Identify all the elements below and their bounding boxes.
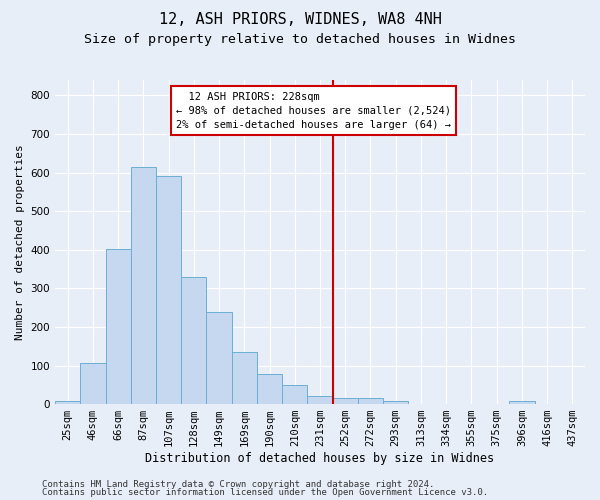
Text: 12, ASH PRIORS, WIDNES, WA8 4NH: 12, ASH PRIORS, WIDNES, WA8 4NH bbox=[158, 12, 442, 28]
Text: Contains HM Land Registry data © Crown copyright and database right 2024.: Contains HM Land Registry data © Crown c… bbox=[42, 480, 434, 489]
Bar bbox=[232, 352, 257, 404]
Bar bbox=[383, 401, 409, 404]
Bar bbox=[131, 167, 156, 404]
Bar bbox=[55, 401, 80, 404]
Text: Size of property relative to detached houses in Widnes: Size of property relative to detached ho… bbox=[84, 32, 516, 46]
Bar bbox=[106, 248, 131, 404]
Y-axis label: Number of detached properties: Number of detached properties bbox=[15, 144, 25, 340]
Bar bbox=[257, 374, 282, 404]
Bar bbox=[358, 398, 383, 404]
Bar bbox=[509, 401, 535, 404]
Text: 12 ASH PRIORS: 228sqm
← 98% of detached houses are smaller (2,524)
2% of semi-de: 12 ASH PRIORS: 228sqm ← 98% of detached … bbox=[176, 92, 451, 130]
Bar bbox=[181, 277, 206, 404]
Bar bbox=[282, 385, 307, 404]
X-axis label: Distribution of detached houses by size in Widnes: Distribution of detached houses by size … bbox=[145, 452, 494, 465]
Text: Contains public sector information licensed under the Open Government Licence v3: Contains public sector information licen… bbox=[42, 488, 488, 497]
Bar bbox=[332, 398, 358, 404]
Bar bbox=[307, 396, 332, 404]
Bar bbox=[80, 363, 106, 404]
Bar bbox=[206, 312, 232, 404]
Bar bbox=[156, 176, 181, 404]
